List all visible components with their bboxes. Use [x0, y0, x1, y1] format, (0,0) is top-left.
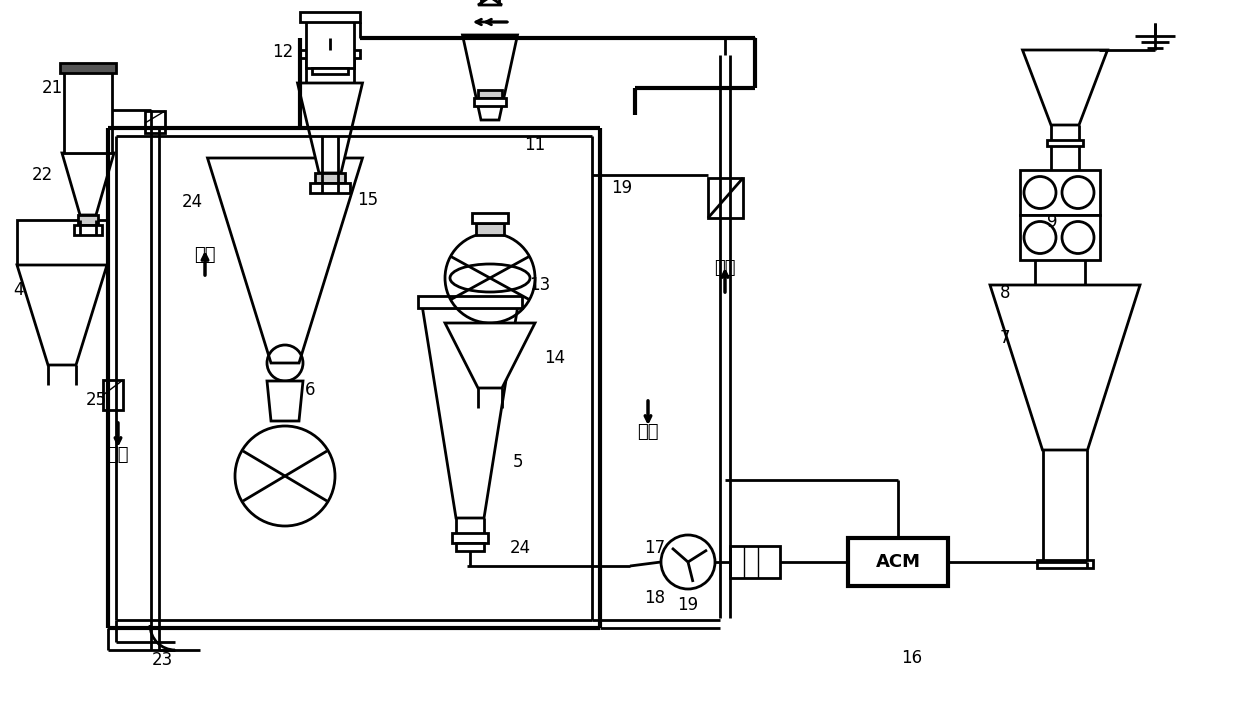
Bar — [64, 68, 112, 153]
Text: 23: 23 — [151, 651, 172, 669]
Text: 19: 19 — [611, 179, 632, 197]
Bar — [1021, 170, 1100, 215]
Text: 8: 8 — [999, 284, 1011, 302]
Polygon shape — [298, 83, 362, 173]
Polygon shape — [1023, 50, 1107, 125]
Bar — [472, 213, 508, 223]
Bar — [306, 53, 353, 83]
Bar — [103, 380, 123, 410]
Text: 21: 21 — [41, 79, 63, 97]
Bar — [74, 225, 102, 235]
Text: 14: 14 — [544, 349, 565, 367]
Text: 5: 5 — [513, 453, 523, 471]
Bar — [17, 220, 107, 265]
Bar — [453, 533, 489, 543]
Polygon shape — [463, 35, 517, 120]
Text: 6: 6 — [305, 381, 315, 399]
Polygon shape — [207, 158, 362, 363]
Text: 气流: 气流 — [107, 446, 129, 464]
Bar — [310, 183, 350, 193]
Bar — [60, 63, 117, 73]
Text: 4: 4 — [12, 281, 24, 299]
Text: 25: 25 — [86, 391, 107, 409]
Polygon shape — [445, 323, 534, 388]
Text: 9: 9 — [1047, 213, 1058, 231]
Polygon shape — [990, 285, 1140, 450]
Bar — [477, 90, 502, 98]
Text: 7: 7 — [999, 329, 1011, 347]
Polygon shape — [17, 265, 107, 365]
Bar — [730, 546, 780, 578]
Bar — [1021, 215, 1100, 260]
Bar — [78, 215, 98, 225]
Text: 11: 11 — [525, 136, 546, 154]
Polygon shape — [62, 153, 114, 215]
Bar — [312, 68, 348, 74]
Text: 气流: 气流 — [637, 423, 658, 441]
Text: 24: 24 — [181, 193, 202, 211]
Text: 16: 16 — [901, 649, 923, 667]
Text: 物料: 物料 — [195, 246, 216, 264]
Text: 22: 22 — [31, 166, 52, 184]
Text: 24: 24 — [510, 539, 531, 557]
Bar — [476, 223, 503, 235]
Text: 19: 19 — [677, 596, 698, 614]
Polygon shape — [267, 381, 303, 421]
Text: 17: 17 — [645, 539, 666, 557]
Bar — [306, 20, 353, 68]
Bar — [300, 12, 360, 22]
Text: 12: 12 — [273, 43, 294, 61]
Bar — [1037, 560, 1092, 568]
Bar — [474, 98, 506, 106]
Bar — [456, 543, 484, 551]
Bar — [848, 538, 949, 586]
Bar — [708, 178, 743, 218]
Polygon shape — [423, 308, 517, 518]
Text: 15: 15 — [357, 191, 378, 209]
Polygon shape — [477, 0, 502, 5]
Bar — [418, 296, 522, 308]
Bar — [300, 50, 360, 58]
Bar — [1047, 140, 1083, 146]
Bar — [145, 111, 165, 133]
Text: ACM: ACM — [875, 553, 920, 571]
Text: 物料: 物料 — [714, 259, 735, 277]
Text: 18: 18 — [645, 589, 666, 607]
Text: 13: 13 — [529, 276, 551, 294]
Bar — [315, 173, 345, 183]
